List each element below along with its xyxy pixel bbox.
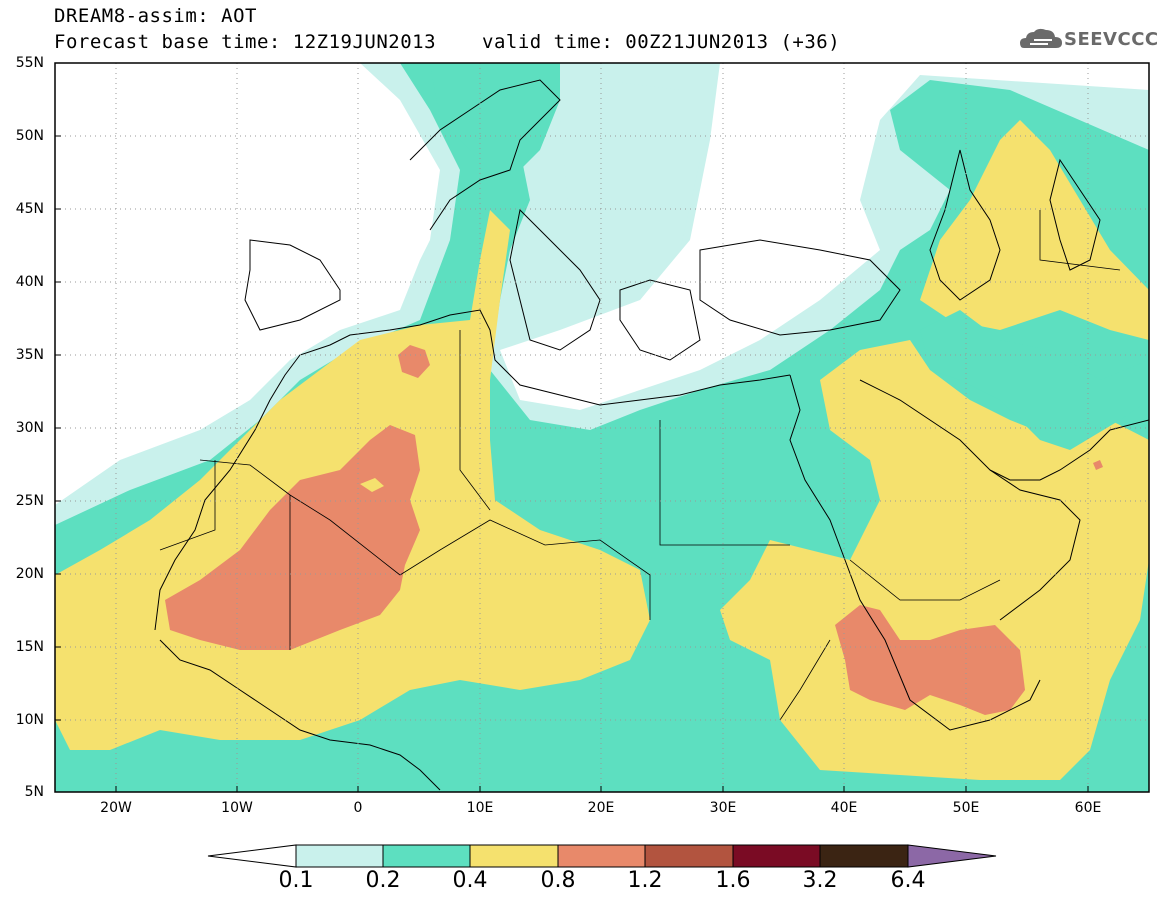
colorbar-swatch-5 xyxy=(732,844,821,868)
country-borders xyxy=(159,210,1121,721)
lon-label-40e: 40E xyxy=(830,800,858,816)
aot-hole xyxy=(360,478,384,492)
colorbar-label: 0.4 xyxy=(452,868,488,893)
colorbar-label: 0.8 xyxy=(540,868,576,893)
valid-time: valid time: 00Z21JUN2013 (+36) xyxy=(482,31,841,53)
colorbar-swatch-0 xyxy=(295,844,384,868)
aot-band-0.8-sahara xyxy=(165,425,420,650)
colorbar-label: 1.2 xyxy=(627,868,663,893)
tick-marks xyxy=(55,135,1089,792)
aot-field xyxy=(55,63,1149,792)
colorbar-label: 1.6 xyxy=(715,868,751,893)
colorbar-label: 0.1 xyxy=(278,868,314,893)
coastlines xyxy=(154,79,1149,791)
lat-label-40n: 40N xyxy=(15,274,44,290)
colorbar-swatch-4 xyxy=(644,844,734,868)
cloud-icon xyxy=(1020,28,1062,48)
lon-label-60e: 60E xyxy=(1074,800,1102,816)
colorbar xyxy=(207,844,997,868)
colorbar-label: 0.2 xyxy=(365,868,401,893)
aot-band-0.1-central xyxy=(560,80,700,300)
aot-band-0.4-caspian xyxy=(920,120,1149,340)
colorbar-swatch-6 xyxy=(819,844,909,868)
colorbar-over-arrow xyxy=(907,844,997,868)
aot-band-0.8-algeria xyxy=(398,345,430,378)
aot-band-0.8-kuwait xyxy=(1093,460,1103,470)
lon-label-0: 0 xyxy=(353,800,363,816)
forecast-base-time: Forecast base time: 12Z19JUN2013 xyxy=(54,31,437,53)
lat-label-55n: 55N xyxy=(15,55,44,71)
colorbar-swatch-1 xyxy=(382,844,471,868)
lon-label-20w: 20W xyxy=(100,800,132,816)
lat-label-10n: 10N xyxy=(15,712,44,728)
colorbar-swatch-3 xyxy=(557,844,646,868)
map-title: DREAM8-assim: AOT xyxy=(54,5,257,27)
lat-label-5n: 5N xyxy=(24,784,44,800)
lat-label-35n: 35N xyxy=(15,347,44,363)
lon-label-10w: 10W xyxy=(221,800,253,816)
aot-band-0.8-arabia xyxy=(835,605,1025,715)
aot-band-0.2-north xyxy=(430,63,560,175)
lon-label-50e: 50E xyxy=(952,800,980,816)
lon-label-30e: 30E xyxy=(709,800,737,816)
colorbar-swatch-2 xyxy=(469,844,559,868)
colorbar-label: 3.2 xyxy=(802,868,838,893)
lon-label-10e: 10E xyxy=(466,800,494,816)
lat-label-30n: 30N xyxy=(15,420,44,436)
aot-band-0.4-east xyxy=(720,340,1149,780)
colorbar-label: 6.4 xyxy=(890,868,926,893)
logo-text: SEEVCCC xyxy=(1064,29,1159,50)
lat-label-15n: 15N xyxy=(15,639,44,655)
lat-label-50n: 50N xyxy=(15,128,44,144)
lat-label-45n: 45N xyxy=(15,201,44,217)
aot-band-0.2-gulf xyxy=(920,310,1149,450)
lon-label-20e: 20E xyxy=(587,800,615,816)
colorbar-under-arrow xyxy=(207,844,297,868)
lat-label-25n: 25N xyxy=(15,493,44,509)
lat-label-20n: 20N xyxy=(15,566,44,582)
